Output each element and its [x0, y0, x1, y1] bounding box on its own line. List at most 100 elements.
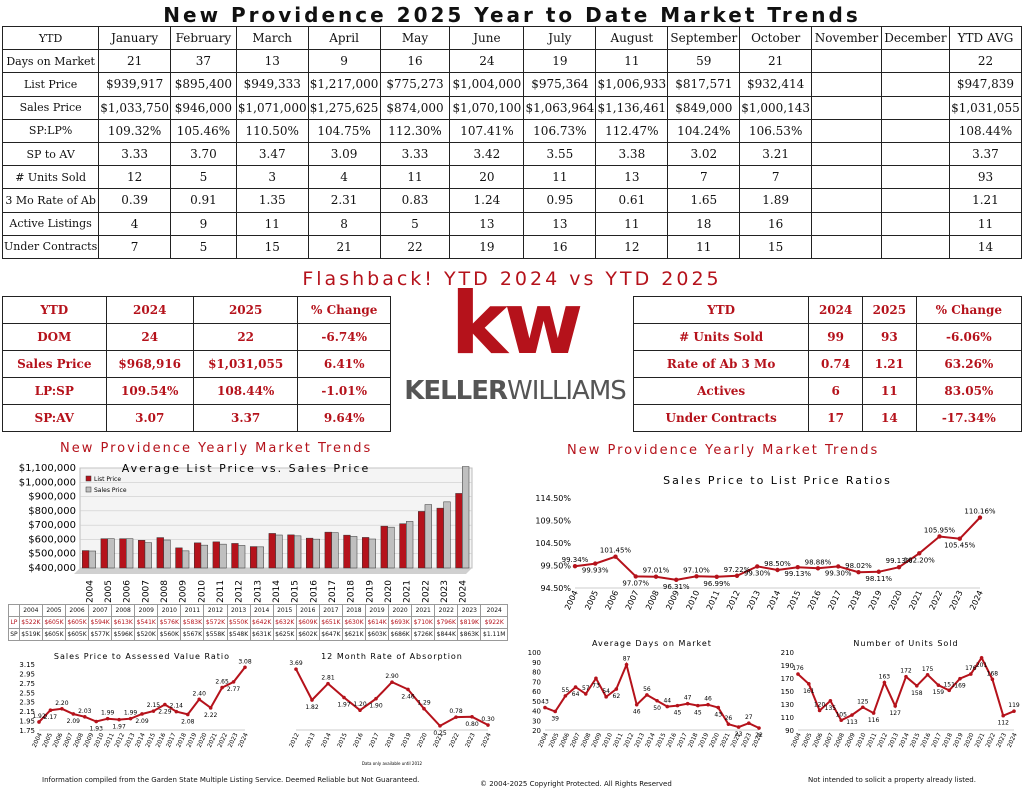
line-data-label: 3.08 — [238, 658, 252, 665]
ytd-cell: 0.95 — [523, 188, 597, 213]
ytd-header-cell: August — [595, 25, 669, 51]
line-data-label: 159 — [933, 689, 945, 696]
line-data-label: 113 — [846, 719, 858, 726]
lp-cell: $522K — [18, 616, 43, 629]
sp-cell: $625K — [272, 628, 297, 641]
line-point — [572, 564, 578, 569]
line-point — [208, 706, 213, 710]
line-x-tick: 2023 — [948, 589, 965, 611]
bar-sales-price — [443, 501, 451, 569]
line-data-label: 43 — [541, 699, 549, 706]
chart-units-sold: Number of Units Sold 90 110 130 150 170 190 210… — [781, 639, 1020, 749]
line-point — [220, 685, 224, 690]
ytd-cell — [880, 211, 950, 236]
line-data-label: 175 — [922, 666, 934, 673]
line-data-label: 2.08 — [181, 718, 195, 725]
flashback-title: Flashback! YTD 2024 vs YTD 2025 — [302, 268, 722, 290]
ytd-cell: 9 — [307, 49, 381, 74]
bar-sales-price — [368, 538, 376, 569]
ytd-cell: 106.53% — [739, 118, 813, 143]
line-data-label: 101.45% — [600, 547, 631, 555]
line-data-label: 151 — [943, 681, 955, 688]
line-point — [726, 722, 731, 726]
lp-cell: $614K — [365, 616, 390, 629]
ytd-cell: 3.55 — [523, 141, 597, 167]
lp-cell: $594K — [88, 616, 113, 629]
line-x-tick: 2015 — [336, 732, 349, 749]
compare-row-label: # Units Sold — [632, 323, 810, 351]
legend-label: List Price — [94, 476, 121, 483]
compare-row: Under Contracts 17 14 -17.34% — [632, 404, 1023, 432]
ytd-cell: $1,070,100 — [449, 95, 525, 120]
sp-cell: $863K — [457, 628, 482, 641]
ytd-cell: 3.21 — [739, 141, 813, 167]
compare-header-row: YTD 2024 2025% Change — [632, 296, 1023, 324]
line-x-tick: 2019 — [400, 732, 413, 749]
kw-logo-brand: KELLERWILLIAMS — [400, 376, 630, 406]
line-x-tick: 2019 — [867, 589, 884, 611]
chart-list-vs-sales: $400,000 $500,000 $600,000 $700,000 $800,000… — [19, 462, 473, 603]
bar-x-tick: 2005 — [104, 580, 114, 603]
compare-cell: 3.37 — [192, 404, 299, 432]
lp-sp-year: 2013 — [226, 604, 251, 617]
compare-cell: $968,916 — [105, 350, 194, 378]
compare-cell: 24 — [105, 323, 194, 351]
line-data-label: 2.20 — [55, 700, 69, 707]
compare-header-cell: YTD — [2, 296, 107, 324]
line-x-tick: 2013 — [745, 589, 762, 611]
bar-list-price — [436, 507, 444, 569]
lp-cell: $541K — [134, 616, 159, 629]
ytd-cell: $1,071,000 — [235, 95, 309, 120]
lp-cell: $572K — [203, 616, 228, 629]
line-point — [696, 703, 700, 708]
bar-x-tick: 2022 — [421, 580, 431, 603]
line-point — [882, 680, 887, 685]
compare-row: SP:AV 3.07 3.37 9.64% — [2, 404, 391, 432]
sp-cell: $519K — [18, 628, 43, 641]
ytd-header-row: YTD January February March April May June July A… — [1, 25, 1023, 51]
line-series — [544, 661, 760, 729]
line-point — [675, 703, 680, 708]
line-point — [795, 564, 800, 570]
line-data-label: 26 — [725, 715, 733, 722]
bar-x-tick: 2019 — [365, 580, 375, 603]
ytd-cell: 112.30% — [379, 118, 451, 143]
line-data-label: 168 — [987, 670, 999, 677]
ytd-cell: 107.41% — [449, 118, 525, 143]
ytd-cell: 13 — [235, 49, 309, 74]
ytd-cell: 0.83 — [379, 188, 451, 213]
ytd-cell: 11 — [523, 165, 597, 190]
sp-cell: $558K — [203, 628, 228, 641]
compare-cell: 108.44% — [192, 377, 299, 405]
line-data-label: 3.69 — [289, 660, 303, 667]
lp-cell: $922K — [480, 616, 508, 629]
line-data-label: 55 — [562, 687, 570, 694]
ytd-table: YTD January February March April May June July A… — [1, 25, 1023, 259]
compare-cell: 93 — [862, 323, 917, 351]
line-point — [197, 697, 202, 702]
line-point — [917, 551, 922, 556]
bar-list-price — [268, 533, 276, 569]
ytd-cell: $817,571 — [667, 72, 741, 97]
line-point — [82, 715, 87, 719]
ytd-cell: $1,063,964 — [523, 95, 597, 120]
bar-list-price — [455, 493, 463, 569]
line-point — [958, 676, 962, 681]
lp-cell: $550K — [226, 616, 251, 629]
line-data-label: 125 — [857, 698, 869, 705]
line-data-label: 47 — [684, 695, 692, 702]
lp-cell: $576K — [157, 616, 182, 629]
line-data-label: 43 — [714, 712, 722, 719]
line-point — [796, 672, 800, 676]
bar-list-price — [212, 541, 220, 569]
ytd-cell: 15 — [235, 234, 309, 259]
bar-sales-price — [424, 504, 432, 569]
line-data-label: 1.99 — [124, 710, 138, 717]
bar-x-tick: 2013 — [253, 580, 263, 603]
ytd-cell — [811, 118, 882, 143]
line-point — [438, 724, 442, 728]
ytd-cell: 3.42 — [449, 141, 525, 167]
ytd-cell: 16 — [523, 234, 597, 259]
bar-list-price — [343, 534, 351, 569]
ytd-cell: $874,000 — [379, 95, 451, 120]
